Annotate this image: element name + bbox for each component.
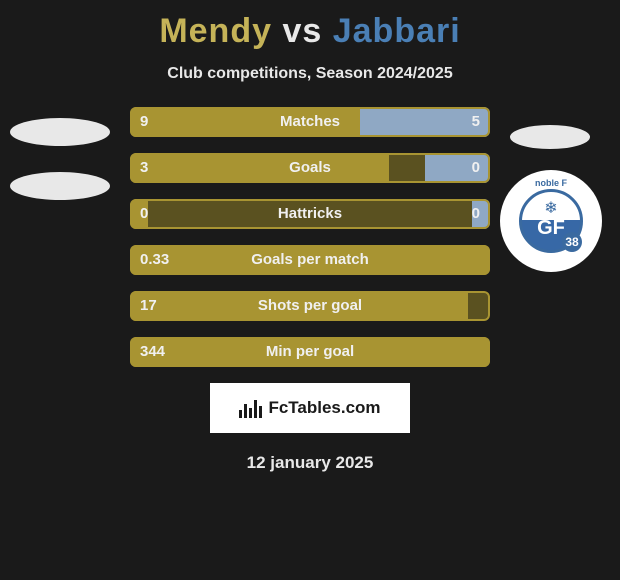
stat-label: Hattricks — [130, 199, 490, 229]
stat-row: 95Matches — [130, 107, 490, 137]
stat-row: 0.33Goals per match — [130, 245, 490, 275]
comparison-bars: 95Matches 30Goals 00Hattricks 0.33Goals per… — [130, 107, 490, 367]
badge-monogram: GF — [537, 217, 565, 240]
snowflake-icon: ❄ — [544, 198, 557, 218]
badge-inner-circle: ❄ GF 38 — [519, 189, 583, 253]
fctables-logo-icon — [239, 398, 262, 418]
date-text: 12 january 2025 — [0, 453, 620, 473]
vs-text: vs — [282, 12, 322, 50]
stat-label: Goals — [130, 153, 490, 183]
subtitle: Club competitions, Season 2024/2025 — [0, 65, 620, 83]
stat-row: 00Hattricks — [130, 199, 490, 229]
badge-number: 38 — [562, 232, 582, 252]
badge-club-hint: noble F — [535, 178, 567, 188]
stat-label: Shots per goal — [130, 291, 490, 321]
fctables-brand-text: FcTables.com — [268, 398, 380, 418]
player2-club-badge: noble F ❄ GF 38 — [500, 170, 602, 272]
player2-name: Jabbari — [333, 12, 461, 50]
stat-row: 30Goals — [130, 153, 490, 183]
player1-avatar-placeholder — [10, 118, 110, 226]
stat-row: 344Min per goal — [130, 337, 490, 367]
stat-label: Min per goal — [130, 337, 490, 367]
player2-ellipse — [510, 125, 590, 149]
ellipse-shape — [10, 118, 110, 146]
stat-row: 17Shots per goal — [130, 291, 490, 321]
comparison-title: Mendy vs Jabbari — [0, 0, 620, 51]
stat-label: Goals per match — [130, 245, 490, 275]
stat-label: Matches — [130, 107, 490, 137]
player1-name: Mendy — [159, 12, 272, 50]
ellipse-shape — [10, 172, 110, 200]
fctables-brand-box[interactable]: FcTables.com — [210, 383, 410, 433]
